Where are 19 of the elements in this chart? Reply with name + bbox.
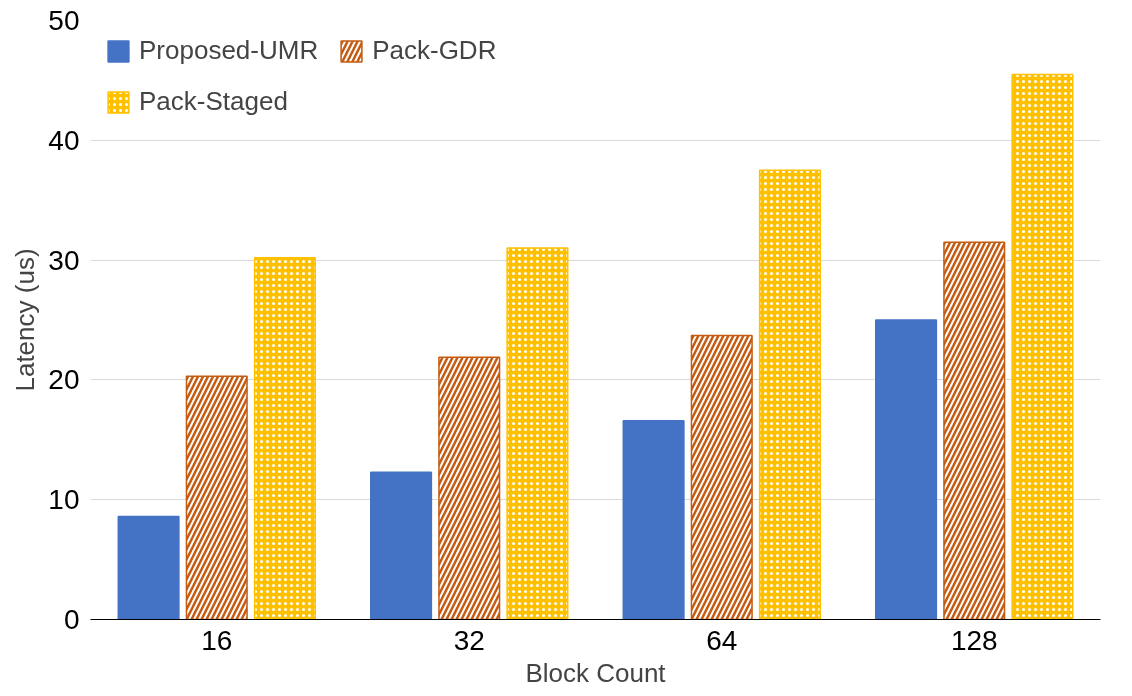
bar (117, 515, 180, 620)
y-tick-label: 40 (48, 124, 80, 156)
y-tick-label: 0 (63, 604, 80, 635)
y-tick-label: 50 (48, 5, 80, 36)
x-tick-label: 32 (453, 624, 485, 656)
legend-label: Pack-Staged (139, 86, 288, 117)
y-tick-label: 10 (48, 484, 80, 516)
y-axis-title: Latency (us) (10, 248, 41, 392)
y-tick-label: 30 (48, 244, 80, 276)
x-tick-label: 64 (706, 624, 738, 656)
bar (370, 471, 433, 620)
x-tick-label: 128 (950, 624, 998, 656)
legend-label: Pack-GDR (372, 35, 497, 66)
x-axis-title: Block Count (525, 657, 667, 688)
x-tick-label: 16 (201, 624, 233, 656)
legend-label: Proposed-UMR (139, 35, 319, 66)
bar (875, 319, 938, 620)
y-tick-label: 20 (48, 364, 80, 396)
bar (622, 419, 685, 620)
